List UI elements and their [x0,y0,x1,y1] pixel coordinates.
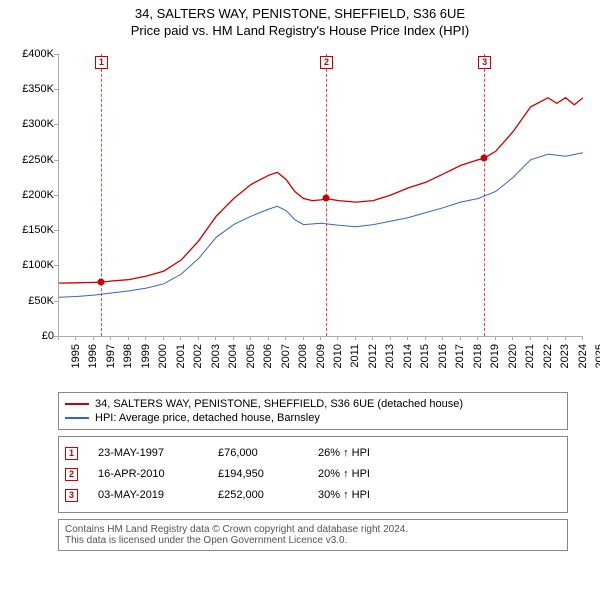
sale-marker-icon: 2 [320,56,333,69]
sale-marker-icon: 2 [65,468,78,481]
sale-marker-icon: 3 [65,489,78,502]
footnote-line: This data is licensed under the Open Gov… [65,535,561,546]
chart-title-1: 34, SALTERS WAY, PENISTONE, SHEFFIELD, S… [10,6,590,23]
sales-table: 1 23-MAY-1997 £76,000 26% ↑ HPI 2 16-APR… [58,436,568,513]
series-line-hpi [59,152,583,297]
sale-dot [97,279,104,286]
sale-date: 23-MAY-1997 [98,447,198,459]
legend-label: HPI: Average price, detached house, Barn… [95,412,320,424]
y-axis-label: £300K [10,118,54,130]
y-axis-label: £400K [10,48,54,60]
series-line-property [59,97,583,282]
sale-price: £252,000 [218,489,298,501]
sale-date: 16-APR-2010 [98,468,198,480]
line-chart-svg [59,54,583,336]
y-axis-label: £250K [10,154,54,166]
legend: 34, SALTERS WAY, PENISTONE, SHEFFIELD, S… [58,392,568,430]
sale-price: £194,950 [218,468,298,480]
sale-row: 3 03-MAY-2019 £252,000 30% ↑ HPI [65,485,561,506]
sale-dot [481,155,488,162]
sale-date: 03-MAY-2019 [98,489,198,501]
y-axis-label: £150K [10,224,54,236]
chart-title-2: Price paid vs. HM Land Registry's House … [10,23,590,40]
legend-swatch [65,403,89,405]
x-axis-label: 2025 [594,344,600,368]
chart-container: 34, SALTERS WAY, PENISTONE, SHEFFIELD, S… [0,0,600,590]
sale-vline [101,54,102,336]
sale-vline [484,54,485,336]
sale-row: 2 16-APR-2010 £194,950 20% ↑ HPI [65,464,561,485]
y-axis-label: £350K [10,83,54,95]
footnote: Contains HM Land Registry data © Crown c… [58,519,568,551]
sale-hpi: 20% ↑ HPI [318,468,418,480]
chart-area: 1 2 3 £0 £50K £100K £150K £200K £250K £300K £350K… [10,48,590,388]
legend-item: HPI: Average price, detached house, Barn… [65,411,561,425]
sale-dot [323,195,330,202]
y-axis-label: £200K [10,189,54,201]
sale-row: 1 23-MAY-1997 £76,000 26% ↑ HPI [65,443,561,464]
plot-area: 1 2 3 [58,54,583,337]
y-axis-label: £100K [10,259,54,271]
y-axis-label: £0 [10,330,54,342]
sale-hpi: 26% ↑ HPI [318,447,418,459]
sale-marker-icon: 1 [95,56,108,69]
sale-price: £76,000 [218,447,298,459]
sale-marker-icon: 3 [478,56,491,69]
legend-swatch [65,417,89,419]
legend-item: 34, SALTERS WAY, PENISTONE, SHEFFIELD, S… [65,397,561,411]
y-axis-label: £50K [10,295,54,307]
sale-hpi: 30% ↑ HPI [318,489,418,501]
sale-marker-icon: 1 [65,447,78,460]
footnote-line: Contains HM Land Registry data © Crown c… [65,524,561,535]
legend-label: 34, SALTERS WAY, PENISTONE, SHEFFIELD, S… [95,398,463,410]
